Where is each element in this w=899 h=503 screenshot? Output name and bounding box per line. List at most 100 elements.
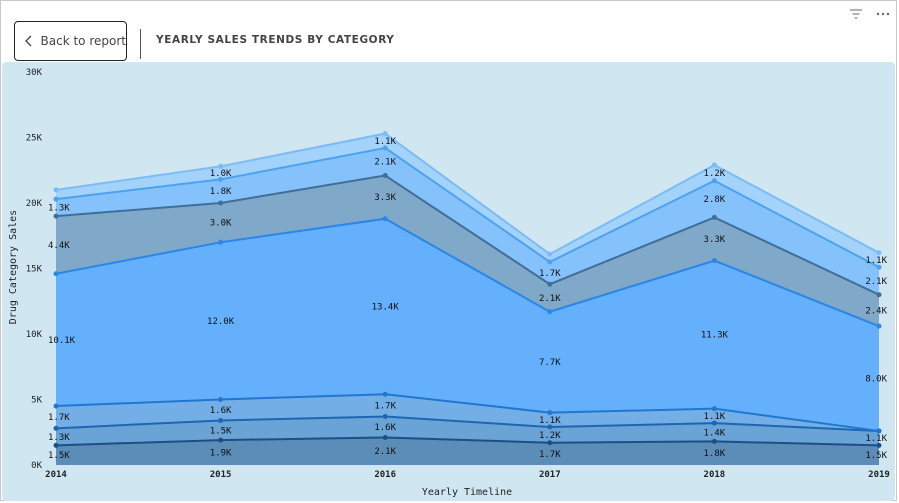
- point-series-1: [218, 437, 224, 443]
- data-label: 1.1K: [865, 256, 887, 266]
- data-label: 2.1K: [374, 158, 396, 168]
- data-label: 2.4K: [865, 306, 887, 316]
- data-label: 1.7K: [48, 413, 70, 423]
- point-series-1: [876, 442, 882, 448]
- header-bar: Back to report YEARLY SALES TRENDS BY CA…: [0, 0, 899, 62]
- point-series-7: [547, 251, 553, 257]
- x-tick-label: 2019: [868, 470, 890, 480]
- point-series-3: [547, 410, 553, 416]
- line-series-2: [55, 415, 880, 432]
- line-series-6: [55, 146, 880, 269]
- point-series-4: [382, 216, 388, 222]
- x-tick-label: 2015: [210, 470, 232, 480]
- y-axis-title: Drug Category Sales: [8, 210, 19, 324]
- data-label: 1.4K: [704, 428, 726, 438]
- data-label: 1.6K: [210, 406, 232, 416]
- line-series-7: [55, 132, 880, 256]
- data-label: 1.5K: [48, 451, 70, 461]
- point-series-3: [53, 403, 59, 409]
- point-series-7: [382, 131, 388, 137]
- point-series-6: [711, 178, 717, 184]
- point-series-1: [53, 442, 59, 448]
- line-series-5: [55, 174, 880, 296]
- data-label: 1.5K: [210, 426, 232, 436]
- data-label: 1.7K: [539, 269, 561, 279]
- line-series-3: [55, 393, 880, 432]
- data-label: 1.3K: [48, 433, 70, 443]
- data-label: 1.7K: [539, 450, 561, 460]
- filter-icon[interactable]: [847, 6, 865, 22]
- area-layers: [56, 133, 879, 466]
- data-label: 3.3K: [374, 193, 396, 203]
- line-series-4: [55, 217, 880, 328]
- x-tick-label: 2014: [45, 470, 67, 480]
- data-label: 1.9K: [210, 449, 232, 459]
- point-series-4: [711, 258, 717, 264]
- y-tick-label: 25K: [26, 134, 43, 144]
- series-points: [53, 131, 882, 448]
- point-series-7: [53, 187, 59, 193]
- y-tick-label: 10K: [26, 330, 43, 340]
- point-series-3: [876, 428, 882, 434]
- data-label: 3.3K: [704, 235, 726, 245]
- data-label: 1.6K: [374, 423, 396, 433]
- point-series-2: [711, 420, 717, 426]
- x-tick-label: 2017: [539, 470, 561, 480]
- data-label: 1.0K: [210, 169, 232, 179]
- data-label: 1.1K: [704, 412, 726, 422]
- data-label: 4.4K: [48, 241, 70, 251]
- point-series-6: [876, 264, 882, 270]
- back-to-report-button[interactable]: Back to report: [14, 21, 127, 61]
- data-label: 1.3K: [48, 204, 70, 214]
- data-label: 2.1K: [539, 294, 561, 304]
- y-axis: 0K 5K 10K 15K 20K 25K 30K: [26, 68, 43, 471]
- data-label: 1.2K: [539, 431, 561, 441]
- point-series-5: [711, 214, 717, 220]
- line-series-1: [55, 436, 880, 447]
- point-series-6: [382, 145, 388, 151]
- point-series-5: [876, 292, 882, 298]
- point-series-2: [382, 414, 388, 420]
- point-series-7: [711, 162, 717, 168]
- back-button-label: Back to report: [40, 34, 126, 48]
- point-series-2: [547, 424, 553, 430]
- point-series-6: [53, 196, 59, 202]
- data-label: 1.8K: [210, 187, 232, 197]
- point-series-1: [547, 440, 553, 446]
- data-label: 3.0K: [210, 219, 232, 229]
- point-series-1: [382, 434, 388, 440]
- data-label: 13.4K: [372, 302, 400, 312]
- data-label: 2.1K: [374, 447, 396, 457]
- y-tick-label: 15K: [26, 265, 43, 275]
- data-label: 1.1K: [865, 434, 887, 444]
- point-series-4: [547, 309, 553, 315]
- data-label: 1.1K: [374, 137, 396, 147]
- series-lines: [55, 132, 880, 447]
- more-options-icon[interactable]: [874, 6, 892, 22]
- data-labels: 1.5K 1.9K 2.1K 1.7K 1.8K 1.5K 1.3K 1.5K 1.6K 1.2K…: [48, 137, 888, 461]
- point-series-2: [53, 425, 59, 431]
- data-label: 11.3K: [701, 331, 729, 341]
- point-series-5: [382, 172, 388, 178]
- point-series-3: [218, 397, 224, 402]
- data-label: 8.0K: [865, 375, 887, 385]
- point-series-1: [711, 438, 717, 444]
- point-series-7: [218, 163, 224, 169]
- data-label: 12.0K: [207, 317, 235, 327]
- area-series-1: [56, 437, 879, 465]
- point-series-7: [876, 250, 882, 256]
- point-series-5: [547, 281, 553, 287]
- data-label: 1.5K: [865, 451, 887, 461]
- point-series-5: [53, 213, 59, 219]
- point-series-3: [711, 406, 717, 412]
- x-tick-label: 2018: [704, 470, 726, 480]
- data-label: 10.1K: [48, 336, 76, 346]
- point-series-6: [547, 259, 553, 265]
- y-tick-label: 20K: [26, 199, 43, 209]
- data-label: 1.1K: [539, 416, 561, 426]
- data-label: 1.2K: [704, 169, 726, 179]
- x-axis: 2014 2015 2016 2017 2018 2019: [45, 470, 890, 480]
- y-tick-label: 30K: [26, 68, 43, 78]
- x-axis-title: Yearly Timeline: [422, 487, 512, 498]
- page-title: YEARLY SALES TRENDS BY CATEGORY: [156, 34, 395, 46]
